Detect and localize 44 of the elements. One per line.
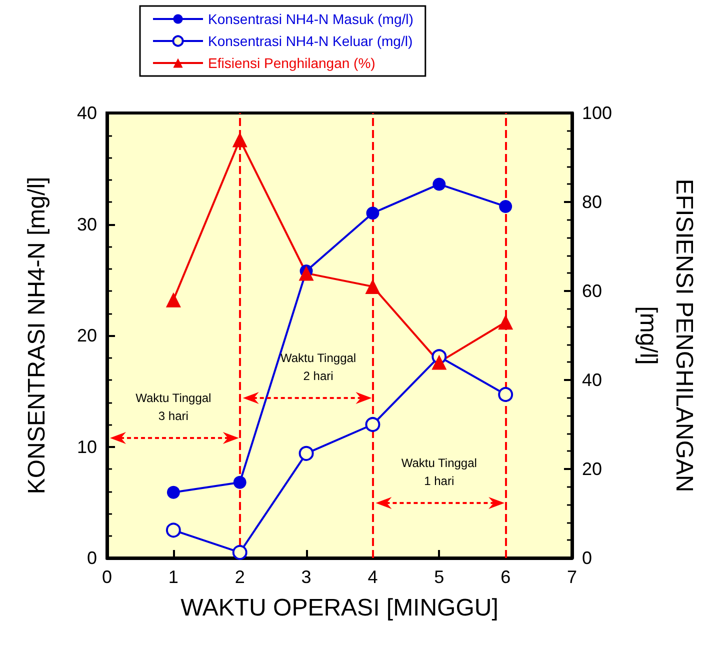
y2-tick-label: 100	[582, 103, 612, 123]
x-tick-label: 3	[301, 567, 312, 587]
point	[432, 354, 447, 370]
x-tick-label: 4	[368, 567, 378, 587]
y2-tick-label: 20	[582, 459, 602, 479]
x-tick-label: 0	[102, 567, 112, 587]
annotation: Waktu Tinggal 2 hari	[280, 351, 356, 383]
point	[365, 417, 380, 432]
y2-tick-label: 40	[582, 370, 602, 390]
point	[166, 522, 181, 538]
x-tick-label: 1	[168, 567, 178, 587]
y-tick-label: 30	[76, 214, 97, 234]
legend-label: Efisiensi Penghilangan (%)	[208, 55, 376, 71]
y-tick-label: 0	[86, 548, 97, 568]
x-axis-title: WAKTU OPERASI [MINGGU]	[180, 594, 498, 622]
point	[166, 486, 180, 499]
y-tick-label: 40	[76, 103, 97, 123]
point	[432, 178, 446, 191]
legend-label: Konsentrasi NH4-N Masuk (mg/l)	[208, 11, 414, 27]
point	[232, 132, 248, 148]
point	[366, 206, 380, 220]
x-tick-label: 5	[434, 567, 444, 587]
point	[166, 292, 181, 308]
y-axis-title: KONSENTRASI NH4-N [mg/l]	[24, 176, 50, 494]
point	[499, 200, 512, 213]
point	[232, 544, 248, 560]
legend-label: Konsentrasi NH4-N Keluar (mg/l)	[208, 33, 413, 49]
annotation: Waktu Tinggal 1 hari	[401, 456, 477, 488]
point	[498, 314, 514, 330]
point	[498, 386, 514, 402]
point	[233, 476, 246, 489]
x-tick-label: 2	[234, 567, 245, 587]
y2-tick-label: 60	[582, 281, 602, 301]
y-tick-label: 20	[76, 326, 97, 346]
x-tick-label: 6	[500, 567, 511, 587]
annotation: Waktu Tinggal 3 hari	[136, 391, 212, 423]
y2-axis-title: EFISIENSI PENGHILANGAN [mg/l]	[634, 178, 698, 492]
point	[365, 279, 380, 294]
y2-tick-label: 80	[582, 192, 602, 212]
point	[298, 266, 314, 281]
y-tick-label: 10	[76, 436, 97, 457]
x-tick-label: 7	[566, 567, 578, 587]
y2-tick-label: 0	[582, 548, 592, 568]
point	[298, 446, 314, 461]
